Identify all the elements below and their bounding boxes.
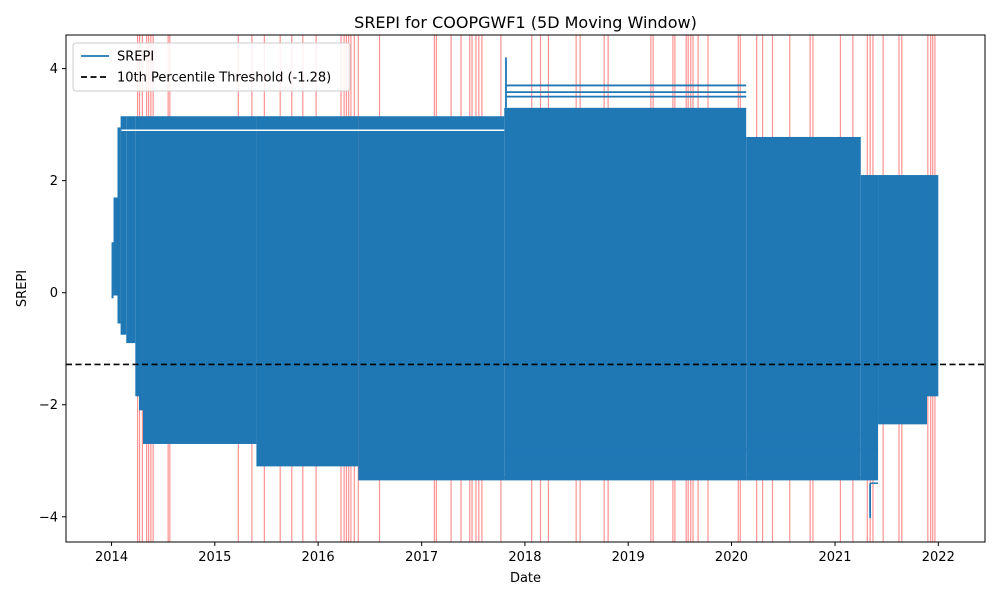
series-band [878, 175, 927, 425]
y-tick-label: 4 [50, 62, 58, 77]
x-tick-label: 2020 [715, 550, 748, 565]
legend-box [72, 42, 351, 92]
plot-frame [65, 34, 986, 543]
y-tick-label: 2 [50, 174, 58, 189]
legend-label: SREPI [117, 50, 154, 65]
y-axis-label: SREPI [15, 270, 30, 307]
x-tick-label: 2014 [95, 550, 128, 565]
srepi-series [111, 57, 939, 518]
series-band [256, 116, 359, 467]
series-band [126, 116, 136, 344]
series-band [117, 127, 121, 324]
x-tick-label: 2019 [612, 550, 645, 565]
y-tick-label: 0 [50, 286, 58, 301]
legend: SREPI 10th Percentile Threshold (-1.28) [72, 42, 351, 92]
series-band [504, 107, 747, 481]
series-band [113, 197, 118, 296]
x-axis-label: Date [510, 571, 541, 586]
series-band [746, 136, 861, 481]
x-tick-label: 2015 [198, 550, 231, 565]
x-tick-label: 2022 [922, 550, 955, 565]
series-band [860, 175, 879, 481]
series-band [111, 242, 114, 299]
x-axis: 2014 2015 2016 2017 2018 2019 2020 2021 2022 [95, 542, 955, 565]
series-band [358, 116, 505, 481]
series-band [138, 116, 143, 411]
x-tick-label: 2021 [818, 550, 851, 565]
legend-label: 10th Percentile Threshold (-1.28) [117, 71, 331, 86]
series-band [120, 116, 127, 335]
series-band [142, 116, 257, 444]
x-tick-label: 2017 [405, 550, 438, 565]
y-tick-label: −2 [39, 398, 58, 413]
chart-title: SREPI for COOPGWF1 (5D Moving Window) [354, 13, 697, 32]
x-tick-label: 2016 [302, 550, 335, 565]
x-tick-label: 2018 [508, 550, 541, 565]
series-band [135, 116, 139, 397]
y-axis: −4 −2 0 2 4 [39, 62, 66, 525]
y-tick-label: −4 [39, 510, 58, 525]
series-band [926, 175, 939, 397]
